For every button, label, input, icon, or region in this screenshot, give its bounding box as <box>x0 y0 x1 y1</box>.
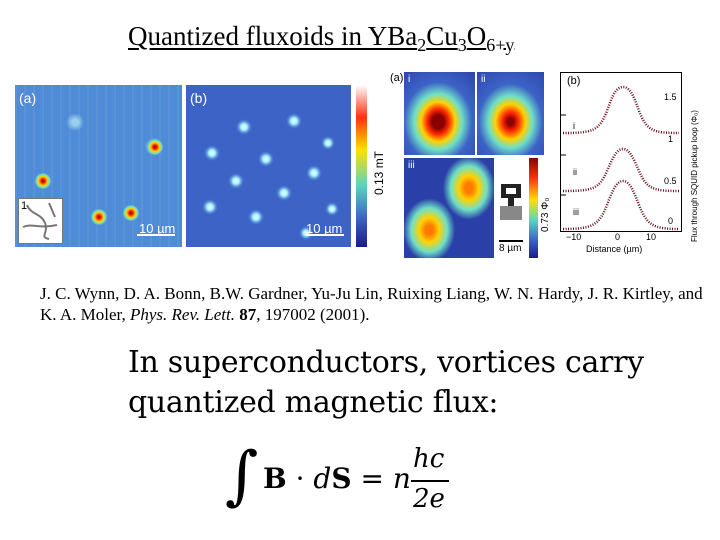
colorbar-left-label: 0.13 mT <box>372 150 386 195</box>
curve-iii-profile <box>562 179 680 231</box>
panel-label-b: (b) <box>190 90 208 106</box>
image-panel-a: (a) 1 10 µm <box>15 85 182 247</box>
vortex <box>248 209 264 225</box>
curve-ii-profile <box>562 147 680 193</box>
vortex-image-ii: ii <box>477 72 544 155</box>
colorbar-right <box>529 158 538 258</box>
plot-xlabel: Distance (µm) <box>586 244 643 254</box>
vortex <box>202 199 218 215</box>
profile-curves <box>561 85 680 231</box>
inset-label: 1 <box>21 200 28 212</box>
vortex <box>276 185 292 201</box>
sub-label-i: i <box>408 74 411 85</box>
vortex <box>321 136 335 150</box>
xtick-label: 0 <box>615 232 621 242</box>
vortex <box>228 173 244 189</box>
curve-label-i: i <box>573 121 575 131</box>
ytick-label: 1 <box>668 134 674 144</box>
curve-label-iii: iii <box>573 207 579 217</box>
panel-label-right-a: (a) <box>390 72 404 84</box>
curve-label-ii: ii <box>573 167 577 177</box>
plot-panel-label: (b) <box>567 75 581 87</box>
profile-plot: (b) i ii iii <box>560 72 682 232</box>
vortex <box>204 145 220 161</box>
vortex <box>325 202 339 216</box>
pickup-loop-icon <box>498 182 524 222</box>
vortex-image-iii: iii <box>404 158 494 258</box>
fraction-bar <box>411 480 449 482</box>
vortex <box>236 119 252 135</box>
ytick-label: 0.5 <box>664 176 677 186</box>
xtick-label: −10 <box>566 232 582 242</box>
colorbar-right-label: 0.73 Φ₀ <box>540 197 551 232</box>
vortex-spots-a <box>34 138 175 236</box>
plot-ylabel: Flux through SQUID pickup loop (Φ₀) <box>690 110 699 242</box>
slide-title: Quantized fluxoids in YBa2Cu3O6+y <box>128 21 515 55</box>
vortex-spots-b <box>202 113 344 240</box>
vortex <box>34 172 52 190</box>
image-panel-b: (b) 10 µm <box>186 85 351 247</box>
scalebar-right-label: 8 µm <box>499 243 522 254</box>
vortex-image-i: i <box>404 72 475 155</box>
vortex <box>299 226 313 240</box>
xtick-label: 10 <box>646 232 657 242</box>
inset-schematic: 1 <box>18 198 63 244</box>
statement-text: In superconductors, vortices carry quant… <box>128 345 644 420</box>
vortex <box>90 208 108 226</box>
sub-label-ii: ii <box>481 74 486 85</box>
fraction-numerator: hc <box>413 444 445 474</box>
panel-label-a: (a) <box>19 90 37 106</box>
vortex <box>146 138 164 156</box>
ytick-label: 1.5 <box>664 92 677 102</box>
scalebar-right <box>499 240 523 242</box>
scalebar-label-a: 10 µm <box>139 221 176 236</box>
vortex <box>258 151 274 167</box>
vortex <box>286 113 302 129</box>
curve-i-profile <box>562 85 680 135</box>
ytick-label: 0 <box>668 216 674 226</box>
vortex <box>306 165 322 181</box>
scalebar-label-b: 10 µm <box>306 221 343 236</box>
colorbar-left <box>356 85 367 247</box>
fraction-denominator: 2e <box>413 484 445 514</box>
integral-sign: ∫ <box>225 439 259 513</box>
citation: J. C. Wynn, D. A. Bonn, B.W. Gardner, Yu… <box>40 284 703 324</box>
vortex <box>122 204 140 222</box>
sub-label-iii: iii <box>408 160 415 171</box>
